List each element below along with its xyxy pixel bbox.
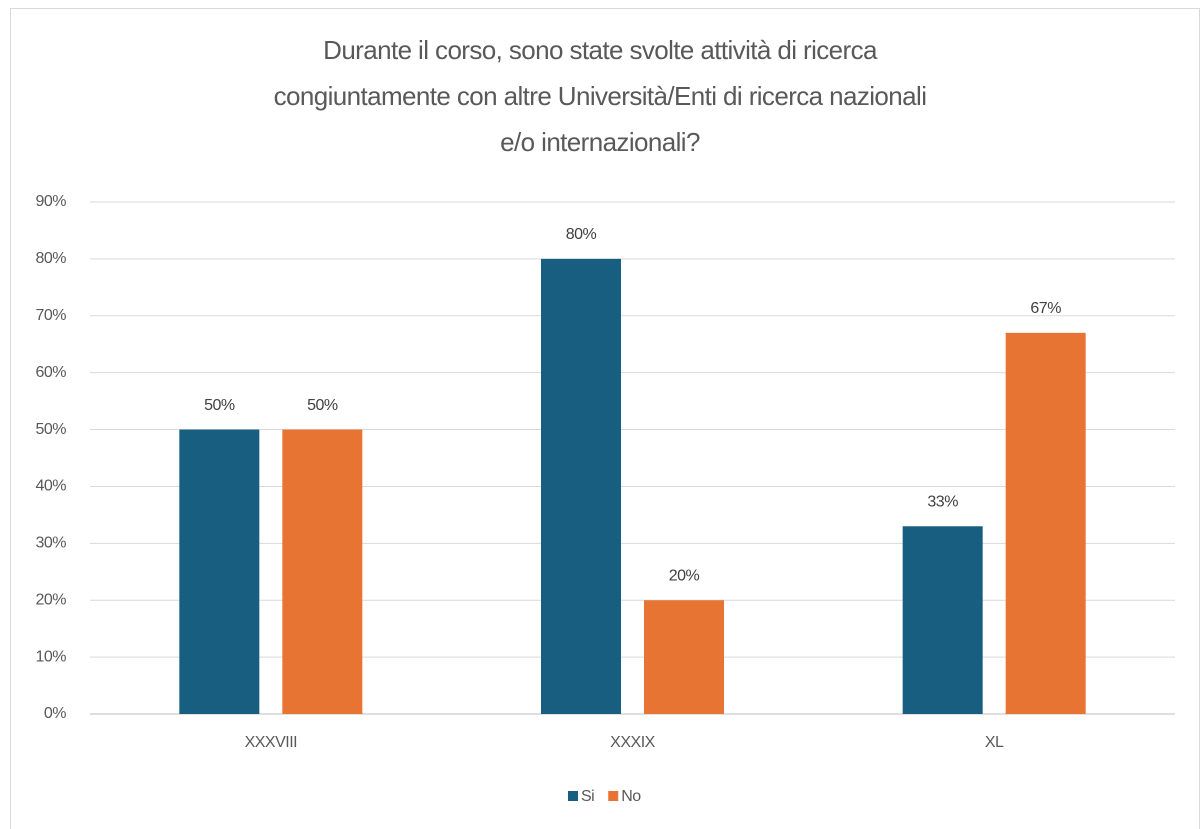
x-tick-label: XXXVIII: [245, 734, 298, 751]
y-tick-label: 60%: [35, 364, 66, 381]
data-label: 50%: [307, 397, 338, 414]
chart-title: congiuntamente con altre Università/Enti…: [274, 81, 927, 111]
bar: [644, 600, 724, 714]
data-label: 20%: [669, 567, 700, 584]
y-tick-label: 10%: [35, 648, 66, 665]
data-label: 80%: [566, 226, 597, 243]
legend-label: Si: [581, 788, 594, 805]
chart-title: Durante il corso, sono state svolte atti…: [323, 35, 878, 65]
y-tick-label: 0%: [44, 705, 66, 722]
bar: [1005, 332, 1086, 714]
bar: [541, 258, 621, 714]
y-tick-label: 40%: [35, 478, 66, 495]
y-tick-label: 80%: [35, 250, 66, 267]
bar: [282, 429, 363, 714]
y-tick-label: 70%: [35, 307, 66, 324]
y-tick-label: 50%: [35, 421, 66, 438]
legend-label: No: [621, 788, 641, 805]
data-label: 50%: [204, 397, 235, 414]
x-tick-label: XXXIX: [610, 734, 655, 751]
legend-swatch: [608, 791, 619, 801]
legend-swatch: [568, 791, 578, 801]
x-tick-label: XL: [985, 734, 1004, 751]
y-tick-label: 90%: [35, 193, 66, 210]
bar: [902, 526, 983, 714]
y-tick-label: 20%: [35, 591, 66, 608]
data-label: 33%: [927, 493, 958, 510]
bar: [179, 429, 260, 714]
y-tick-label: 30%: [35, 535, 66, 552]
data-label: 67%: [1030, 300, 1061, 317]
chart-title: e/o internazionali?: [500, 127, 700, 157]
